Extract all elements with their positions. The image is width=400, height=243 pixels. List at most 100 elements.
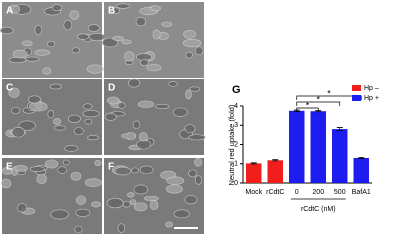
cell — [94, 159, 102, 166]
bar — [353, 157, 369, 183]
cell — [24, 56, 40, 62]
legend-label: Hp + — [364, 95, 379, 102]
cell — [132, 120, 141, 130]
panel-label: C — [6, 83, 13, 94]
significance-label: * — [327, 88, 331, 98]
cell — [130, 167, 139, 174]
cell — [168, 81, 178, 87]
significance-bracket — [296, 101, 341, 106]
y-tick-label: 2 — [234, 141, 238, 148]
cell — [84, 118, 93, 125]
cell — [34, 49, 50, 56]
cell — [183, 29, 196, 39]
cell — [117, 102, 126, 109]
cell — [12, 49, 28, 59]
cell — [70, 171, 82, 181]
cell — [165, 184, 183, 194]
cell — [128, 78, 141, 88]
y-tick-label: 3 — [234, 122, 238, 129]
cell — [69, 10, 80, 20]
x-tick-label: Mock — [245, 189, 262, 196]
cell — [166, 176, 185, 185]
cell — [64, 145, 79, 152]
panel-label: F — [108, 162, 114, 173]
panel-label: D — [108, 83, 115, 94]
cell — [112, 36, 124, 41]
cell — [47, 41, 56, 48]
x-tick-label: BafA1 — [352, 189, 371, 196]
legend-swatch — [352, 95, 361, 101]
cell — [14, 165, 28, 172]
cell — [138, 132, 148, 142]
cell — [182, 38, 202, 48]
panel-label: G — [232, 84, 241, 96]
cell — [189, 86, 201, 92]
bar — [310, 111, 326, 183]
cell — [135, 16, 146, 27]
bar — [332, 129, 348, 183]
cell — [165, 221, 173, 228]
cell — [91, 201, 101, 208]
cell — [82, 103, 93, 110]
y-tick-label: 0 — [234, 180, 238, 187]
cell — [194, 175, 203, 185]
cell — [11, 127, 26, 138]
bar — [289, 110, 305, 183]
cell — [47, 110, 55, 119]
cell — [29, 101, 48, 112]
cell — [146, 63, 162, 72]
y-tick-label: 4 — [234, 103, 238, 110]
cell — [87, 135, 99, 141]
cell — [73, 127, 84, 136]
cell — [75, 195, 87, 205]
cell — [22, 40, 33, 46]
cell — [74, 225, 83, 234]
bar — [246, 163, 262, 183]
cell — [0, 26, 14, 35]
cell — [121, 133, 137, 139]
cell — [117, 223, 126, 233]
cell — [137, 100, 155, 108]
bar — [267, 160, 283, 183]
cell — [185, 89, 192, 100]
cell — [34, 24, 43, 35]
x-tick-label: 500 — [334, 189, 346, 196]
cell — [63, 19, 73, 31]
cell — [149, 199, 159, 211]
cell — [184, 124, 196, 134]
figure: G Neutral red uptake (fold) A B C D E F 0 1 2 3 4 M… — [0, 2, 379, 234]
cell — [184, 195, 198, 205]
x-tick-label: 200 — [312, 189, 324, 196]
error-bar — [250, 162, 257, 165]
x-tick-label: rCdtC — [266, 189, 284, 196]
cell — [77, 33, 90, 40]
significance-label: * — [306, 100, 310, 110]
significance-bracket — [296, 95, 362, 100]
cell — [29, 166, 45, 172]
cell — [140, 59, 149, 66]
cell — [106, 96, 120, 105]
cell — [122, 200, 131, 208]
cell — [53, 125, 67, 131]
cell — [149, 5, 161, 12]
cell — [49, 83, 62, 90]
cell — [11, 107, 21, 115]
cell — [155, 103, 170, 110]
cell — [82, 109, 100, 118]
cell — [133, 202, 148, 212]
cell — [106, 197, 124, 209]
error-bar — [272, 159, 279, 162]
cell — [144, 195, 159, 202]
significance-label: * — [316, 94, 320, 104]
cell — [17, 203, 28, 213]
y-axis-label: Neutral red uptake (fold) — [227, 104, 236, 185]
cell — [36, 173, 47, 185]
cell — [88, 32, 106, 42]
legend-label: Hp – — [364, 85, 379, 92]
cell — [75, 208, 91, 217]
cell — [187, 134, 206, 141]
cell — [116, 3, 131, 9]
cell — [67, 114, 81, 123]
cell — [194, 158, 202, 167]
cell — [104, 112, 117, 121]
